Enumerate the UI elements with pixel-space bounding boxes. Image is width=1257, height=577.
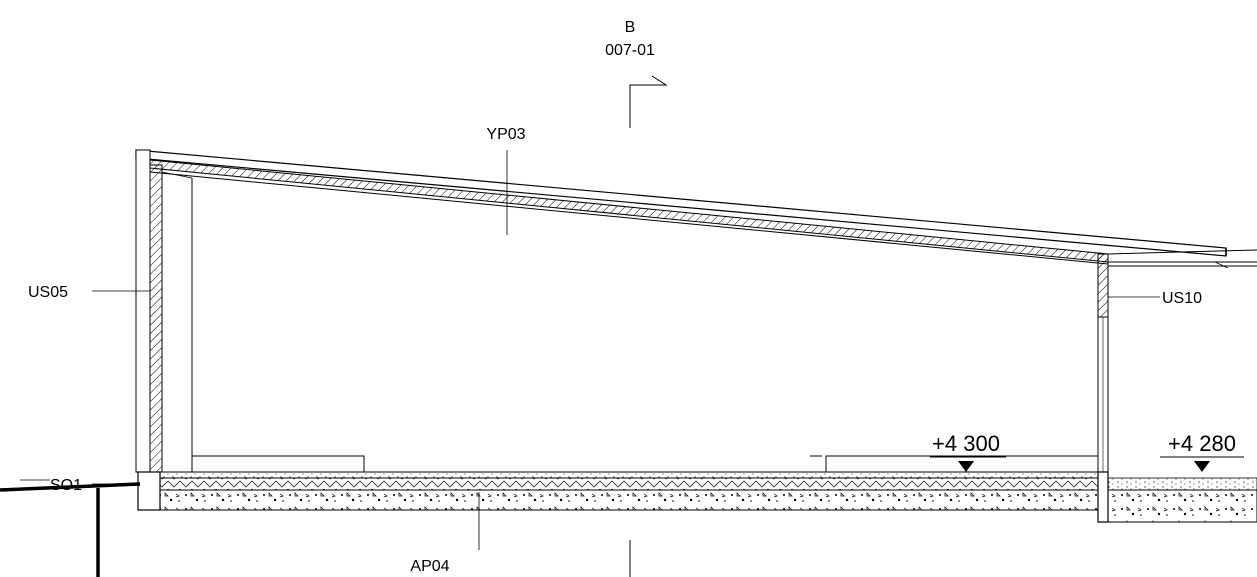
left-wall (135, 149, 193, 473)
right-wall (1097, 253, 1109, 473)
section-cut-arrow (629, 75, 668, 128)
level-marker-main: +4 300 (930, 431, 1006, 472)
left-wall-label: US05 (28, 284, 150, 301)
level-main-text: +4 300 (932, 431, 1000, 456)
floor-label: AP04 (410, 492, 480, 575)
foundation-label-text: SO1 (50, 477, 82, 494)
right-wall-label: US10 (1108, 290, 1202, 307)
floor-slab (137, 455, 1257, 523)
roof-assembly (135, 149, 1257, 269)
roof-label-text: YP03 (486, 126, 525, 143)
level-triangle-icon (1194, 461, 1210, 472)
section-marker: B 007-01 (605, 19, 668, 577)
roof-label: YP03 (486, 126, 526, 235)
right-wall-label-text: US10 (1162, 290, 1202, 307)
floor-label-text: AP04 (410, 558, 449, 575)
section-sheet-number: 007-01 (605, 42, 655, 59)
level-marker-adjacent: +4 280 (1160, 431, 1244, 472)
foundation: SO1 (0, 477, 141, 577)
left-wall-label-text: US05 (28, 284, 68, 301)
level-triangle-icon (958, 461, 974, 472)
section-letter: B (625, 19, 636, 36)
level-adjacent-text: +4 280 (1168, 431, 1236, 456)
